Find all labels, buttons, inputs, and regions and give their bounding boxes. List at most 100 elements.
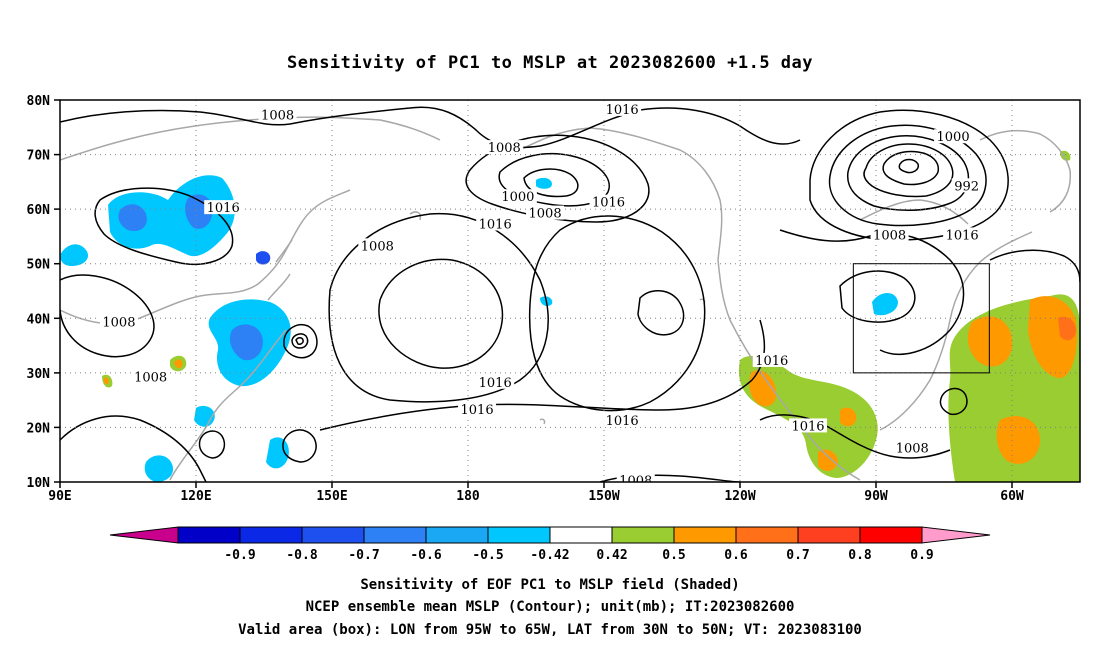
positive-sensitivity-area-gulf-orange: [749, 370, 857, 471]
contour-label: 1008: [619, 474, 652, 489]
lon-label-60w: 60W: [1000, 489, 1024, 504]
mslp-contour-east-pacific-1016: [528, 215, 706, 412]
map-background: [60, 100, 1080, 482]
contour-label: 1016: [946, 228, 979, 243]
lon-label-150w: 150W: [588, 489, 619, 504]
mslp-contour-south-china-loop: [198, 430, 226, 459]
contour-label: 1008: [896, 441, 929, 456]
mslp-contour-na-trough: [779, 229, 965, 355]
mslp-contour-atlantic-tail: [989, 249, 1080, 283]
coastline-japan: [267, 239, 293, 301]
caption-line-2: NCEP ensemble mean MSLP (Contour); unit(…: [306, 599, 795, 615]
contour-label: 1008: [529, 207, 562, 222]
colorbar-label: -0.8: [286, 548, 317, 563]
contour-label: 992: [954, 179, 979, 194]
colorbar: -0.9 -0.8 -0.7 -0.6 -0.5 -0.42 0.42 0.5 0.6 0.7 0.…: [109, 526, 991, 563]
colorbar-swatches: [177, 526, 923, 544]
colorbar-swatch: [363, 526, 427, 544]
negative-sensitivity-core-siberia: [118, 194, 213, 232]
mslp-contour-canada-low-2: [828, 124, 987, 227]
contour-label: 1008: [134, 370, 167, 385]
lon-label-180: 180: [456, 489, 480, 504]
contour-label: 1008: [102, 316, 135, 331]
colorbar-label: -0.9: [224, 548, 255, 563]
mslp-contour-asia-1008: [60, 274, 155, 358]
contour-label-bg: [476, 374, 515, 389]
positive-sensitivity-area-atlantic-red: [1058, 316, 1076, 341]
colorbar-swatch: [239, 526, 303, 544]
contour-label: 1016: [755, 354, 788, 369]
coastline-alaska: [519, 127, 723, 261]
colorbar-swatch: [859, 526, 923, 544]
positive-sensitivity-area-atlantic-orange: [967, 296, 1078, 464]
colorbar-swatch: [487, 526, 551, 544]
contour-label-layer: 1008 1016 1008 1000 1000 1008 1016 992 1016 1016 1…: [99, 101, 982, 489]
map-frame: [59, 99, 1081, 483]
lat-label-20n: 20N: [27, 421, 51, 436]
lon-label-150e: 150E: [316, 489, 347, 504]
contour-label-bg: [358, 238, 397, 253]
lon-label-120e: 120E: [180, 489, 211, 504]
lon-axis-labels: 90E 120E 150E 180 150W 120W 90W 60W: [48, 489, 1024, 504]
colorbar-swatch: [301, 526, 365, 544]
contour-label-bg: [476, 216, 515, 231]
negative-sensitivity-spot-greatlakes: [872, 293, 898, 316]
contour-label: 1008: [361, 239, 394, 254]
mslp-contour-tropical-1008: [759, 414, 951, 459]
lat-label-80n: 80N: [27, 94, 51, 109]
mslp-contour-east-pacific-inner: [637, 290, 685, 336]
mslp-contour-typhoon-core: [295, 337, 304, 345]
mslp-contour-typhoon-outer: [283, 324, 318, 359]
contour-label-bg: [526, 205, 565, 220]
negative-sensitivity-spot-japan: [256, 251, 271, 265]
contour-label: 1000: [501, 190, 534, 205]
contour-label: 1016: [461, 403, 494, 418]
contour-label-bg: [131, 369, 170, 384]
mslp-contour-canada-low-core: [898, 158, 920, 174]
contour-label-bg: [498, 189, 537, 204]
coastline-greenland: [979, 129, 1072, 213]
lat-label-10n: 10N: [27, 476, 51, 491]
colorbar-swatch: [735, 526, 799, 544]
colorbar-label: 0.5: [662, 548, 685, 563]
colorbar-swatch: [797, 526, 861, 544]
mslp-contour-typhoon-inner: [291, 333, 309, 349]
lat-label-30n: 30N: [27, 367, 51, 382]
contour-label: 1016: [606, 103, 639, 118]
contour-label-bg: [870, 227, 909, 242]
lon-label-90w: 90W: [864, 489, 888, 504]
lat-label-40n: 40N: [27, 312, 51, 327]
map-ticks: [54, 99, 1013, 488]
mslp-contour-long-1016: [319, 319, 766, 431]
colorbar-labels: -0.9 -0.8 -0.7 -0.6 -0.5 -0.42 0.42 0.5 0.6 0.7 0.…: [224, 548, 933, 563]
mslp-contour-west-pacific-loop: [282, 429, 317, 463]
mslp-contour-south-asia: [60, 415, 207, 482]
colorbar-swatch: [177, 526, 241, 544]
contour-label-bg: [789, 418, 827, 433]
contour-label: 1008: [261, 108, 294, 123]
caption-line-3: Valid area (box): LON from 95W to 65W, L…: [238, 622, 862, 638]
coastline-north-america-east: [879, 231, 1033, 431]
negative-sensitivity-area-west: [60, 244, 89, 266]
colorbar-label: -0.6: [410, 548, 441, 563]
mslp-contour-canada-low-4: [863, 143, 954, 198]
caption-block: Sensitivity of EOF PC1 to MSLP field (Sh…: [238, 577, 862, 638]
contour-label: 1000: [937, 130, 970, 145]
mslp-contour-canada-low-5: [882, 150, 940, 186]
contour-label-bg: [603, 412, 642, 427]
colorbar-low-triangle: [109, 526, 179, 544]
positive-sensitivity-spots-asia-orange: [103, 359, 183, 385]
contour-label: 1016: [791, 419, 824, 434]
mslp-contour-na-inner: [839, 270, 916, 323]
contour-label: 1008: [488, 141, 521, 156]
negative-sensitivity-area-south: [144, 405, 289, 482]
shaded-sensitivity-layer: [60, 150, 1080, 482]
contour-label-bg: [893, 440, 932, 455]
colorbar-label: -0.7: [348, 548, 379, 563]
lat-label-70n: 70N: [27, 149, 51, 164]
map-panel: 1008 1016 1008 1000 1000 1008 1016 992 1016 1016 1…: [27, 94, 1081, 504]
lat-label-60n: 60N: [27, 203, 51, 218]
contour-label-bg: [589, 194, 628, 209]
coastline-hudson: [859, 199, 969, 225]
